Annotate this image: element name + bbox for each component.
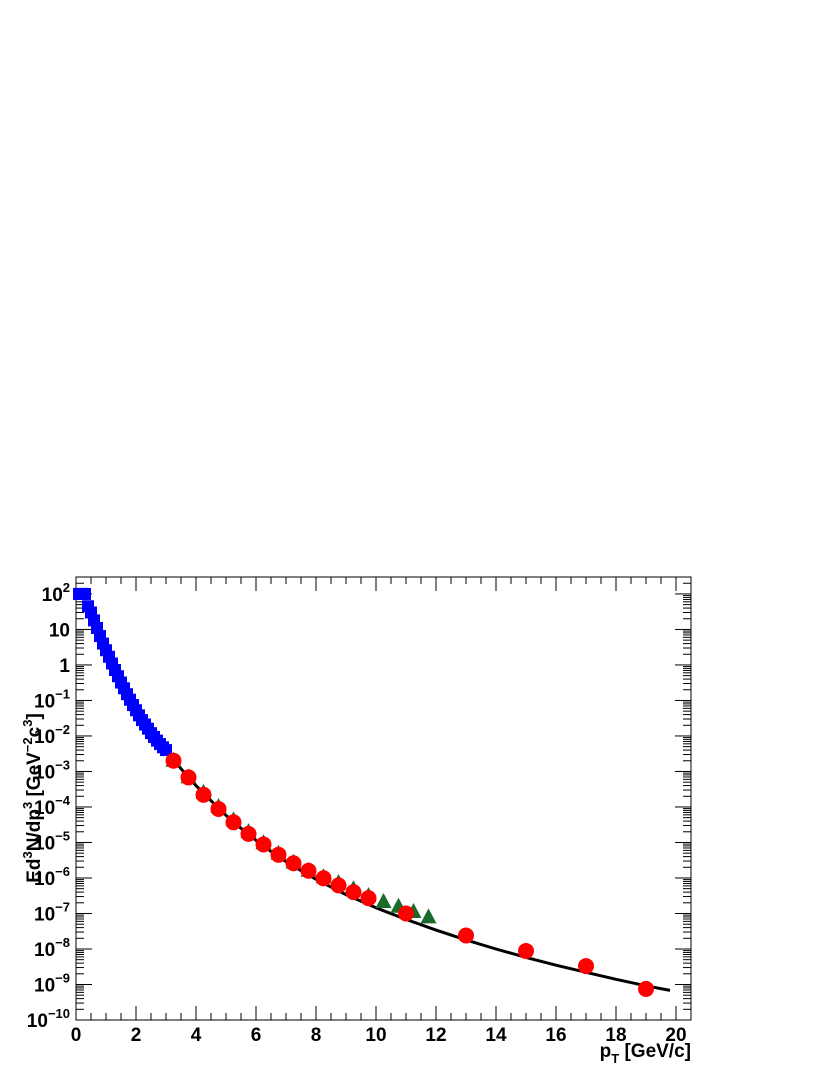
y-tick-label: 10−4 <box>34 793 71 819</box>
y-title-sup2: 3 <box>20 802 35 809</box>
x-tick-label: 18 <box>605 1025 626 1046</box>
green-triangle-point <box>375 893 392 909</box>
y-title-part5: ] <box>24 713 45 719</box>
red-circle-point <box>225 814 242 831</box>
x-axis-title-rest: [GeV/c] <box>619 1041 691 1062</box>
data-points <box>73 587 654 997</box>
y-tick-label: 10−9 <box>34 970 70 996</box>
blue-square-point <box>79 587 91 600</box>
red-circle-point <box>345 884 362 901</box>
y-title-part2: N/dp <box>24 809 45 851</box>
fit-curve <box>86 601 671 992</box>
red-circle-point <box>195 786 212 803</box>
red-circle-point <box>330 877 347 894</box>
y-title-sup4: 3 <box>20 720 35 727</box>
red-circle-point <box>638 980 654 997</box>
x-axis-title: pT [GeV/c] <box>600 1041 691 1066</box>
y-title-part1: Ed <box>24 859 45 883</box>
red-circle-point <box>578 958 594 975</box>
x-tick-label: 20 <box>665 1025 686 1046</box>
red-circle-point <box>285 855 302 872</box>
red-circle-point <box>315 870 332 887</box>
red-circle-point <box>210 800 227 817</box>
blue-square-point <box>160 744 172 757</box>
red-circle-point <box>180 769 197 786</box>
red-circle-point <box>255 836 272 853</box>
y-tick-label: 10−2 <box>34 722 70 748</box>
red-circle-point <box>458 927 474 944</box>
x-tick-label: 14 <box>485 1025 507 1046</box>
y-tick-label: 10−7 <box>34 899 70 925</box>
plot-frame <box>75 576 692 1021</box>
red-circle-point <box>360 890 377 907</box>
x-tick-label: 12 <box>425 1025 446 1046</box>
y-tick-label: 10−8 <box>34 935 70 961</box>
red-circle-point <box>165 752 182 769</box>
red-circle-point <box>398 905 414 922</box>
y-tick-label: 10−1 <box>34 686 70 712</box>
y-title-part3: [GeV <box>24 752 45 802</box>
red-circle-point <box>518 942 534 959</box>
y-tick-label: 1 <box>59 656 70 677</box>
x-tick-label: 16 <box>545 1025 566 1046</box>
y-axis-title: Ed3N/dp3 [GeV−2c3] <box>20 713 45 883</box>
y-tick-label: 10−3 <box>34 757 70 783</box>
x-tick-label: 8 <box>311 1025 322 1046</box>
tick-labels: 0 2 4 6 8 10 12 14 16 18 20 102 10 1 10−1 10−2 10−3 10−4 1… <box>27 580 687 1046</box>
x-tick-label: 2 <box>131 1025 142 1046</box>
green-triangle-point <box>420 908 437 924</box>
y-tick-label: 10−10 <box>27 1006 70 1032</box>
red-circle-point <box>240 825 257 842</box>
y-title-part4: c <box>24 726 45 737</box>
y-title-sup1: 3 <box>20 851 35 858</box>
y-tick-label: 10−6 <box>34 864 70 890</box>
x-axis-title-sub: T <box>611 1051 619 1066</box>
y-tick-label: 10−5 <box>34 828 70 854</box>
red-circle-point <box>270 846 287 863</box>
y-tick-label: 10 <box>49 620 70 641</box>
y-tick-label: 102 <box>42 580 70 606</box>
axis-ticks <box>75 576 692 1021</box>
y-title-sup3: −2 <box>20 737 35 752</box>
fit-curve-group <box>86 601 671 992</box>
red-circle-point <box>300 862 317 879</box>
x-tick-label: 6 <box>251 1025 262 1046</box>
x-tick-label: 10 <box>365 1025 386 1046</box>
x-tick-label: 4 <box>191 1025 202 1046</box>
x-axis-title-main: p <box>600 1041 612 1062</box>
x-tick-label: 0 <box>71 1025 82 1046</box>
